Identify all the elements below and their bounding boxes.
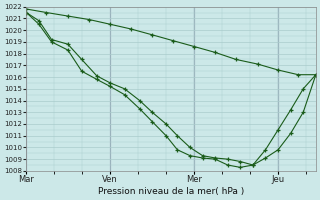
X-axis label: Pression niveau de la mer( hPa ): Pression niveau de la mer( hPa ) xyxy=(98,187,244,196)
